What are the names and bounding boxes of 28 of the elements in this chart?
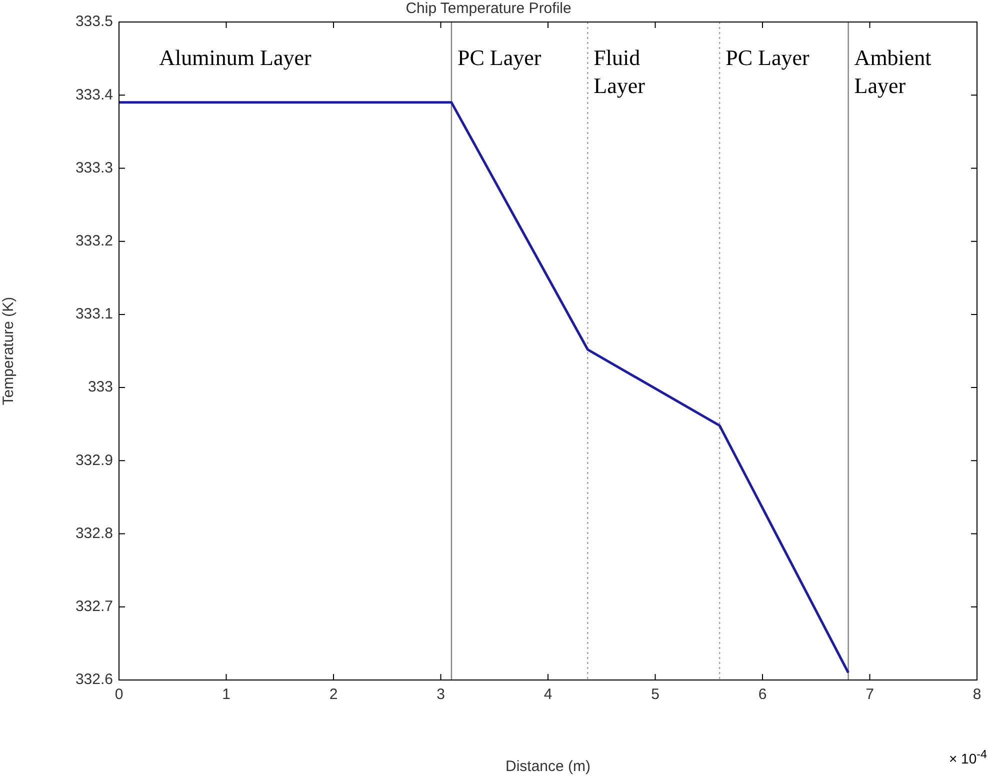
y-tick-label: 333 [88, 378, 113, 396]
x-axis-title: Distance (m) [505, 758, 591, 776]
annotation: Fluid Layer [594, 44, 646, 98]
y-tick-label: 333.1 [75, 306, 113, 323]
annotation: Ambient Layer [854, 44, 932, 98]
y-tick-label: 332.7 [75, 598, 113, 616]
y-tick-label: 332.9 [75, 452, 113, 469]
x-tick-label: 2 [329, 686, 338, 704]
x-tick-label: 7 [866, 686, 874, 704]
y-tick-label: 333.2 [75, 232, 113, 250]
y-tick-label: 333.3 [75, 159, 113, 176]
x-tick-label: 0 [114, 686, 124, 704]
x-tick-label: 3 [436, 686, 445, 704]
x-tick-label: 1 [222, 686, 230, 704]
annotation: Aluminum Layer [159, 44, 312, 70]
y-axis-title: Temperature (K) [0, 296, 18, 406]
chart-title: Chip Temperature Profile [406, 0, 572, 18]
y-tick-label: 332.6 [75, 671, 113, 688]
y-tick-label: 333.5 [75, 13, 113, 30]
x-tick-label: 8 [972, 686, 982, 704]
y-tick-label: 333.4 [75, 86, 113, 104]
x-tick-label: 6 [758, 686, 767, 704]
x-tick-label: 4 [544, 686, 552, 704]
annotation: PC Layer [726, 44, 810, 70]
text: × 10$^{-4}$ [948, 748, 987, 767]
annotation: PC Layer [457, 44, 542, 70]
x-tick-label: 5 [651, 686, 660, 704]
y-tick-label: 332.8 [75, 524, 113, 542]
